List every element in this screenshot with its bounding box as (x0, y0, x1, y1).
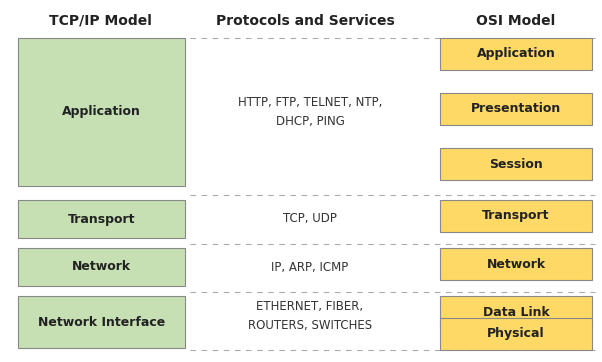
Text: ETHERNET, FIBER,
ROUTERS, SWITCHES: ETHERNET, FIBER, ROUTERS, SWITCHES (248, 300, 372, 332)
FancyBboxPatch shape (440, 296, 592, 328)
Text: OSI Model: OSI Model (476, 14, 556, 28)
Text: Network Interface: Network Interface (38, 316, 165, 328)
FancyBboxPatch shape (440, 148, 592, 180)
Text: Network: Network (486, 257, 545, 270)
Text: Protocols and Services: Protocols and Services (216, 14, 394, 28)
Text: IP, ARP, ICMP: IP, ARP, ICMP (272, 261, 349, 274)
FancyBboxPatch shape (18, 38, 185, 186)
FancyBboxPatch shape (440, 318, 592, 350)
FancyBboxPatch shape (18, 200, 185, 238)
Text: TCP/IP Model: TCP/IP Model (49, 14, 152, 28)
Text: Application: Application (62, 105, 141, 118)
Text: Application: Application (477, 47, 556, 60)
Text: Transport: Transport (482, 210, 550, 223)
FancyBboxPatch shape (18, 248, 185, 286)
Text: Presentation: Presentation (471, 102, 561, 115)
FancyBboxPatch shape (440, 248, 592, 280)
Text: Transport: Transport (68, 212, 135, 226)
Text: TCP, UDP: TCP, UDP (283, 212, 337, 226)
FancyBboxPatch shape (440, 200, 592, 232)
Text: Network: Network (72, 261, 131, 274)
Text: HTTP, FTP, TELNET, NTP,
DHCP, PING: HTTP, FTP, TELNET, NTP, DHCP, PING (238, 96, 382, 128)
FancyBboxPatch shape (440, 93, 592, 125)
FancyBboxPatch shape (18, 296, 185, 348)
Text: Data Link: Data Link (483, 306, 550, 319)
Text: Physical: Physical (487, 328, 545, 341)
Text: Session: Session (489, 157, 543, 171)
FancyBboxPatch shape (440, 38, 592, 70)
